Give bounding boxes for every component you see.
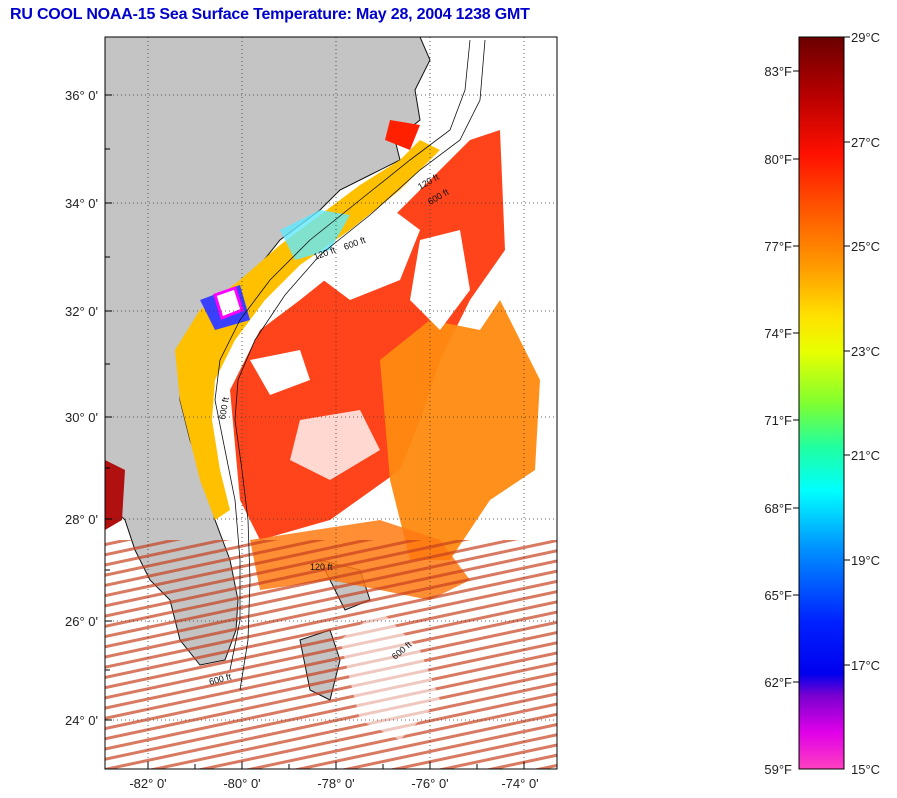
sst-streaks [105,540,557,769]
lat-labels: 36° 0' 34° 0' 32° 0' 30° 0' 28° 0' 26° 0… [65,88,98,728]
celsius-label: 29°C [851,30,880,45]
lat-label: 30° 0' [65,410,98,425]
fahrenheit-label: 65°F [764,588,792,603]
map-grid [105,37,557,769]
isobath-label: 600 ft [217,396,231,420]
lat-ticks [105,94,112,721]
celsius-label: 19°C [851,553,880,568]
lat-label: 24° 0' [65,713,98,728]
fahrenheit-label: 77°F [764,239,792,254]
lon-label: -80° 0' [223,776,260,791]
lon-label: -78° 0' [317,776,354,791]
cloud-gap [340,610,440,740]
colorbar-f-labels: 83°F 80°F 77°F 74°F 71°F 68°F 65°F 62°F … [764,64,792,777]
sst-orange-region [380,300,540,560]
fahrenheit-label: 80°F [764,152,792,167]
fahrenheit-label: 68°F [764,501,792,516]
lon-ticks [147,762,525,769]
fahrenheit-label: 74°F [764,326,792,341]
lon-labels: -82° 0' -80° 0' -78° 0' -76° 0' -74° 0' [129,776,538,791]
celsius-label: 15°C [851,762,880,777]
fahrenheit-label: 62°F [764,675,792,690]
isobath-600ft [234,39,486,691]
celsius-label: 21°C [851,448,880,463]
lon-label: -74° 0' [501,776,538,791]
lon-label: -82° 0' [129,776,166,791]
lat-label: 36° 0' [65,88,98,103]
fahrenheit-label: 71°F [764,413,792,428]
isobath-120ft [214,39,471,671]
cloud-gap [290,410,380,480]
lat-label: 32° 0' [65,304,98,319]
celsius-label: 27°C [851,135,880,150]
lat-label: 26° 0' [65,614,98,629]
celsius-label: 17°C [851,658,880,673]
cloud-gap [250,350,310,395]
fahrenheit-label: 59°F [764,762,792,777]
fahrenheit-label: 83°F [764,64,792,79]
lat-label: 34° 0' [65,196,98,211]
cloud-gap [410,230,470,330]
lon-label: -76° 0' [411,776,448,791]
celsius-label: 25°C [851,239,880,254]
colorbar-ticks [793,36,850,683]
sst-shelf-water [175,140,440,520]
isobath-label: 120 ft [310,562,333,572]
colorbar [798,36,845,770]
map-content: 120 ft 600 ft 120 ft 600 ft 600 ft 600 f… [105,37,557,769]
map-title: RU COOL NOAA-15 Sea Surface Temperature:… [10,6,530,23]
colorbar-c-labels: 29°C 27°C 25°C 23°C 21°C 19°C 17°C 15°C [851,30,880,777]
lat-label: 28° 0' [65,512,98,527]
celsius-label: 23°C [851,344,880,359]
map-border [104,36,558,770]
sst-patch [105,460,125,530]
sst-patch [385,120,420,150]
